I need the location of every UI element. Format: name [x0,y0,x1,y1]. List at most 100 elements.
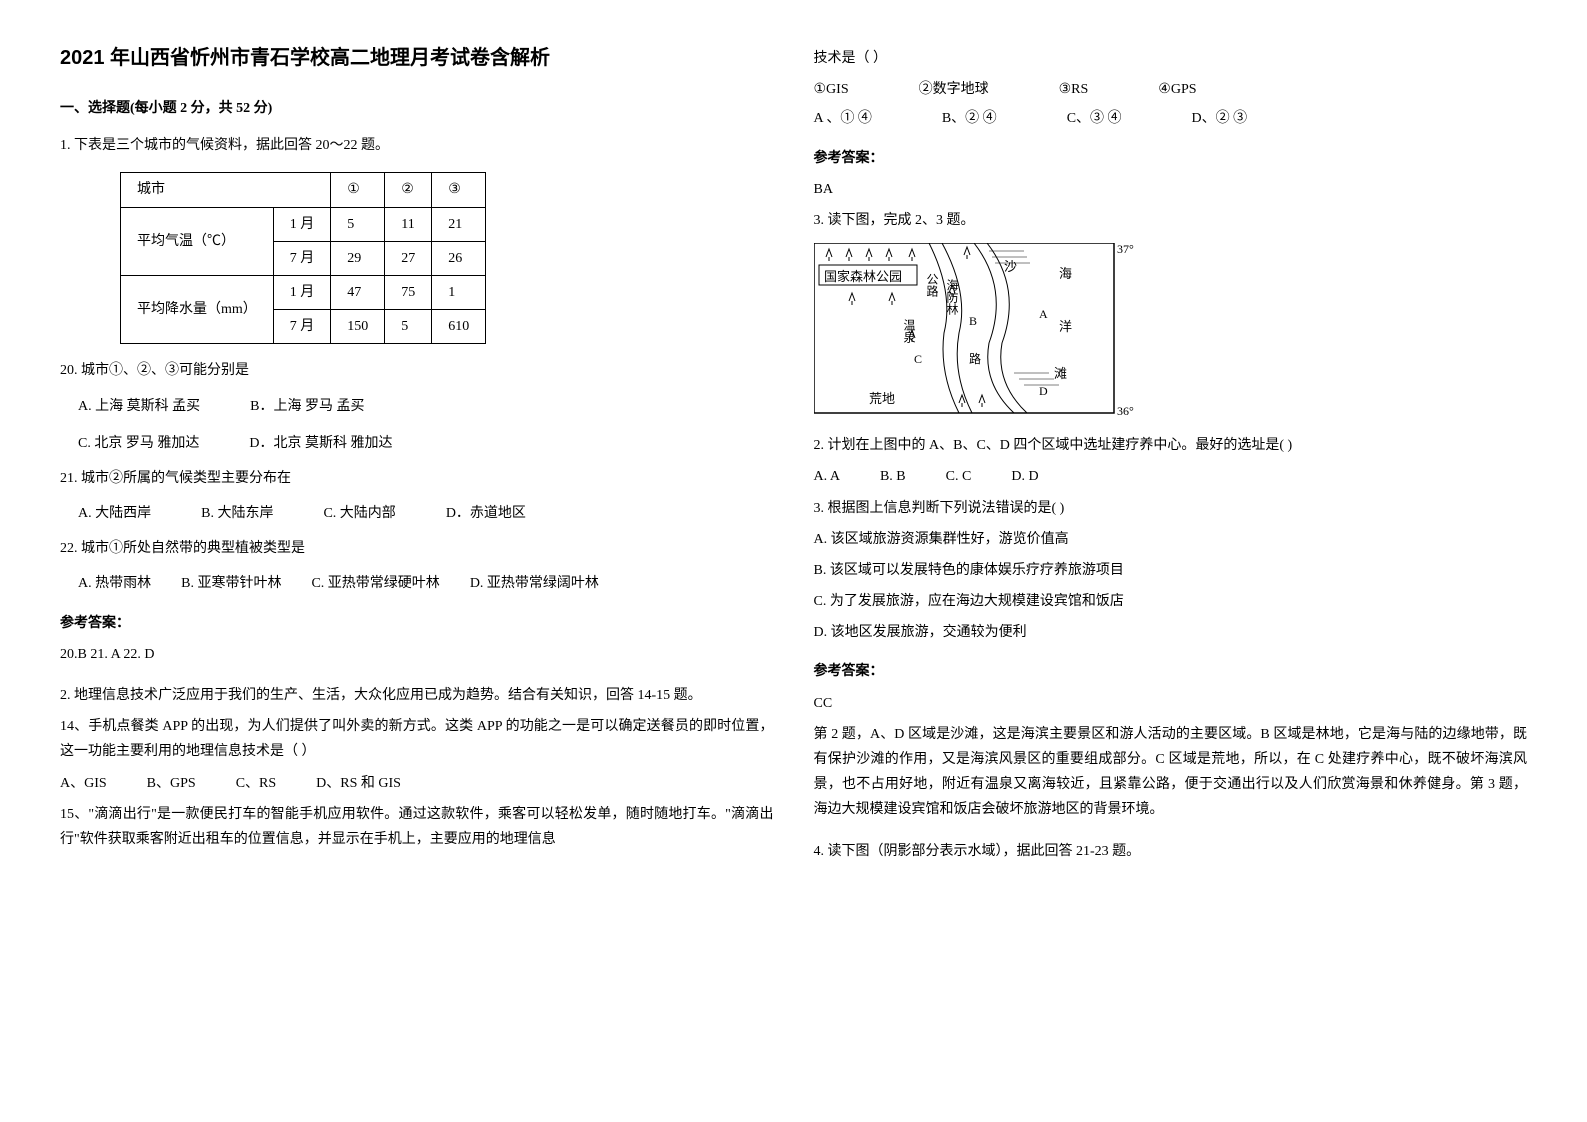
q3-sub2-c: C. C [946,464,972,489]
table-cell: 11 [385,207,432,241]
table-cell: 7 月 [273,310,331,344]
label-road2: 路 [969,351,981,366]
table-cell: 27 [385,241,432,275]
table-cell: 26 [432,241,486,275]
q3-sub2-a: A. A [814,464,840,489]
table-cell: 1 [432,275,486,309]
left-column: 2021 年山西省忻州市青石学校高二地理月考试卷含解析 一、选择题(每小题 2 … [60,40,774,870]
q21-opt-c: C. 大陆内部 [323,501,395,526]
table-header-cell: ① [331,173,385,207]
q14-opt-d: D、RS 和 GIS [316,771,401,796]
q2-answer-label: 参考答案： [814,146,1528,171]
q2-answer-text: BA [814,177,1528,202]
table-header-cell: ② [385,173,432,207]
label-lat-bottom: 36° [1117,404,1134,418]
q3-sub3-b: B. 该区域可以发展特色的康体娱乐疗疗养旅游项目 [814,558,1528,583]
q3-answer-text: CC [814,691,1528,716]
q15-choice-b: B、② ④ [942,106,997,131]
q4-stem: 4. 读下图（阴影部分表示水域），据此回答 21-23 题。 [814,839,1528,864]
label-road: 公路 [925,273,939,298]
q15-opt-circles: ①GIS ②数字地球 ③RS ④GPS [814,77,1528,102]
label-B: B [969,314,977,328]
label-forest: 国家森林公园 [824,269,902,284]
q15-choices: A 、① ④ B、② ④ C、③ ④ D、② ③ [814,106,1528,131]
q15-choice-a: A 、① ④ [814,106,872,131]
section-1-header: 一、选择题(每小题 2 分，共 52 分) [60,96,774,121]
table-cell: 7 月 [273,241,331,275]
q20-opt-a: A. 上海 莫斯科 孟买 [78,394,200,419]
q14-opt-c: C、RS [236,771,276,796]
table-cell: 1 月 [273,207,331,241]
table-cell: 5 [385,310,432,344]
label-A: A [1039,307,1048,321]
q22-text: 22. 城市①所处自然带的典型植被类型是 [60,536,774,561]
label-lat-top: 37° [1117,243,1134,256]
q3-stem: 3. 读下图，完成 2、3 题。 [814,208,1528,233]
q3-answer-label: 参考答案： [814,659,1528,684]
q21-text: 21. 城市②所属的气候类型主要分布在 [60,466,774,491]
q3-sub2-b: B. B [880,464,906,489]
table-cell: 29 [331,241,385,275]
q1-answer-text: 20.B 21. A 22. D [60,642,774,667]
q3-sub2-options: A. A B. B C. C D. D [814,464,1528,489]
label-beach: 滩 [1054,366,1067,381]
q22-opt-d: D. 亚热带常绿阔叶林 [470,571,599,596]
label-spring: 温泉 [902,319,916,343]
q21-opt-a: A. 大陆西岸 [78,501,151,526]
table-cell: 平均气温（℃） [121,207,274,275]
table-row: 平均降水量（mm） 1 月 47 75 1 [121,275,486,309]
q21-options: A. 大陆西岸 B. 大陆东岸 C. 大陆内部 D．赤道地区 [78,501,774,526]
q20-opt-b: B．上海 罗马 孟买 [250,394,364,419]
q1-stem: 1. 下表是三个城市的气候资料，据此回答 20～22 题。 [60,133,774,158]
q20-text: 20. 城市①、②、③可能分别是 [60,358,774,383]
label-D: D [1039,384,1048,398]
q1-climate-table: 城市 ① ② ③ 平均气温（℃） 1 月 5 11 21 7 月 29 27 2… [120,172,486,344]
q14-text: 14、手机点餐类 APP 的出现，为人们提供了叫外卖的新方式。这类 APP 的功… [60,714,774,764]
table-cell: 平均降水量（mm） [121,275,274,343]
table-cell: 610 [432,310,486,344]
q22-opt-c: C. 亚热带常绿硬叶林 [311,571,439,596]
q3-explanation: 第 2 题，A、D 区域是沙滩，这是海滨主要景区和游人活动的主要区域。B 区域是… [814,722,1528,823]
q22-options: A. 热带雨林 B. 亚寒带针叶林 C. 亚热带常绿硬叶林 D. 亚热带常绿阔叶… [78,571,774,596]
table-cell: 5 [331,207,385,241]
q15-opt-3: ③RS [1059,77,1089,102]
q3-sub2-text: 2. 计划在上图中的 A、B、C、D 四个区域中选址建疗养中心。最好的选址是( … [814,433,1528,458]
q14-options: A、GIS B、GPS C、RS D、RS 和 GIS [60,771,774,796]
table-cell: 21 [432,207,486,241]
label-ocean: 洋 [1059,319,1072,334]
table-cell: 75 [385,275,432,309]
label-sea: 海 [1059,266,1072,281]
table-header-row: 城市 ① ② ③ [121,173,486,207]
q3-sub3-text: 3. 根据图上信息判断下列说法错误的是( ) [814,496,1528,521]
table-header-cell: 城市 [121,173,331,207]
q3-sub3-c: C. 为了发展旅游，应在海边大规模建设宾馆和饭店 [814,589,1528,614]
q14-opt-b: B、GPS [147,771,196,796]
q15-opt-2: ②数字地球 [919,77,989,102]
q15-text: 15、"滴滴出行"是一款便民打车的智能手机应用软件。通过这款软件，乘客可以轻松发… [60,802,774,852]
document-title: 2021 年山西省忻州市青石学校高二地理月考试卷含解析 [60,40,774,76]
label-wasteland: 荒地 [869,391,895,406]
q21-opt-b: B. 大陆东岸 [201,501,273,526]
q15-choice-c: C、③ ④ [1067,106,1122,131]
q15-opt-1: ①GIS [814,77,849,102]
q20-opt-d: D．北京 莫斯科 雅加达 [249,431,392,456]
q20-options: A. 上海 莫斯科 孟买 B．上海 罗马 孟买 C. 北京 罗马 雅加达 D．北… [78,394,774,456]
label-seawall: 海防林 [945,278,959,315]
q20-opt-c: C. 北京 罗马 雅加达 [78,431,199,456]
right-column: 技术是（ ） ①GIS ②数字地球 ③RS ④GPS A 、① ④ B、② ④ … [814,40,1528,870]
table-cell: 47 [331,275,385,309]
q15-cont: 技术是（ ） [814,46,1528,71]
q15-choice-d: D、② ③ [1192,106,1248,131]
label-sand: 沙 [1004,259,1017,274]
q1-answer-label: 参考答案： [60,611,774,636]
table-cell: 150 [331,310,385,344]
q22-opt-a: A. 热带雨林 [78,571,151,596]
table-header-cell: ③ [432,173,486,207]
label-C: C [914,352,922,366]
table-row: 平均气温（℃） 1 月 5 11 21 [121,207,486,241]
q15-opt-4: ④GPS [1158,77,1196,102]
q2-stem: 2. 地理信息技术广泛应用于我们的生产、生活，大众化应用已成为趋势。结合有关知识… [60,683,774,708]
table-cell: 1 月 [273,275,331,309]
q3-sub2-d: D. D [1011,464,1038,489]
q3-sub3-a: A. 该区域旅游资源集群性好，游览价值高 [814,527,1528,552]
